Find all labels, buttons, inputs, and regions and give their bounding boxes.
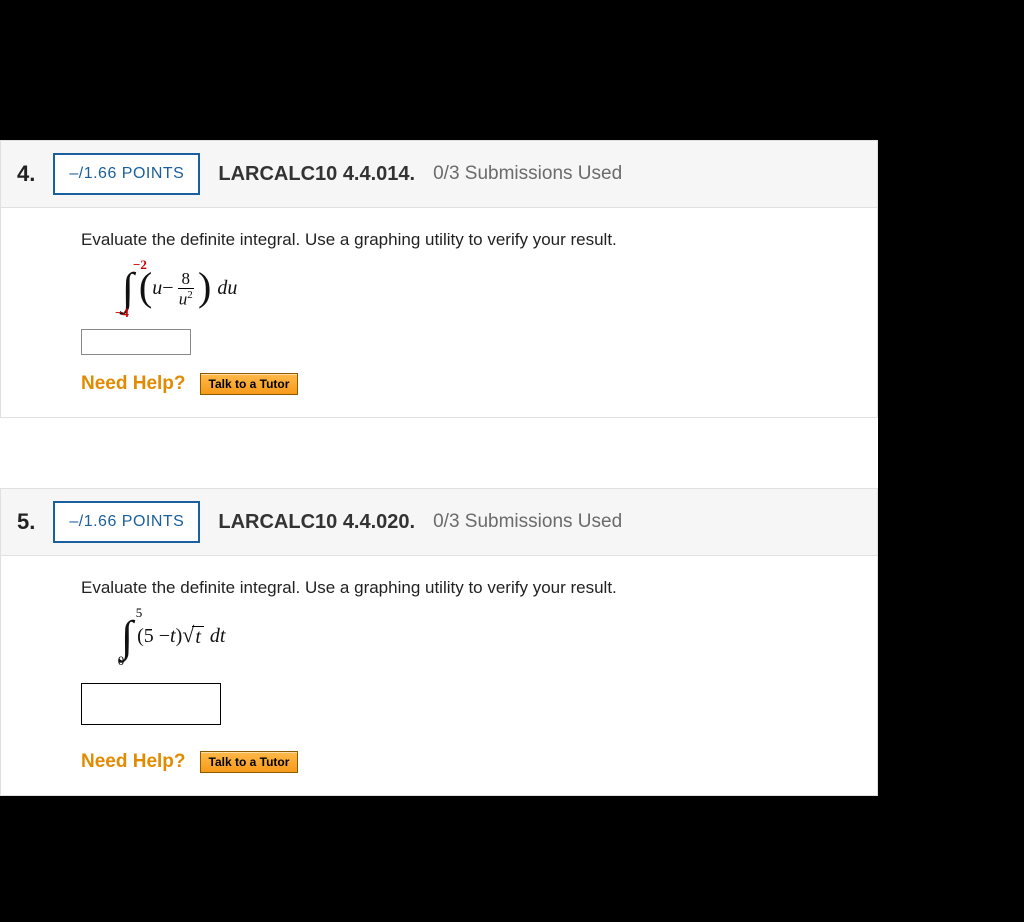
radicand: t bbox=[192, 626, 204, 647]
question-body: Evaluate the definite integral. Use a gr… bbox=[1, 208, 877, 417]
integral-glyph: ∫ bbox=[121, 619, 133, 654]
integral-glyph: ∫ bbox=[122, 271, 134, 306]
points-badge[interactable]: –/1.66 POINTS bbox=[53, 501, 200, 543]
answer-input[interactable] bbox=[81, 683, 221, 725]
right-paren: ) bbox=[198, 273, 211, 301]
numerator: 8 bbox=[178, 270, 195, 289]
denominator: u2 bbox=[179, 289, 193, 308]
integral-symbol: 5 ∫ 0 bbox=[121, 606, 133, 667]
question-id: LARCALC10 4.4.014. bbox=[218, 163, 415, 186]
lower-limit: −4 bbox=[115, 306, 129, 319]
need-help-label: Need Help? bbox=[81, 373, 186, 395]
prompt-text: Evaluate the definite integral. Use a gr… bbox=[81, 578, 817, 598]
help-row: Need Help? Talk to a Tutor bbox=[81, 751, 817, 773]
term-u: u bbox=[152, 277, 162, 300]
answer-input[interactable] bbox=[81, 329, 191, 355]
integral-expression: −2 ∫ −4 ( u − 8 u2 ) du bbox=[121, 258, 817, 319]
need-help-label: Need Help? bbox=[81, 751, 186, 773]
left-paren: ( bbox=[139, 273, 152, 301]
expr-post: ) bbox=[176, 625, 183, 648]
question-number: 5. bbox=[17, 509, 35, 535]
lower-limit: 0 bbox=[118, 654, 125, 667]
integral-symbol: −2 ∫ −4 bbox=[121, 258, 135, 319]
den-exp: 2 bbox=[187, 289, 193, 301]
question-5: 5. –/1.66 POINTS LARCALC10 4.4.020. 0/3 … bbox=[0, 488, 878, 796]
talk-to-tutor-button[interactable]: Talk to a Tutor bbox=[200, 751, 299, 773]
expr-pre: (5 − bbox=[137, 625, 170, 648]
minus: − bbox=[162, 277, 173, 300]
points-badge[interactable]: –/1.66 POINTS bbox=[53, 153, 200, 195]
differential: du bbox=[217, 277, 237, 300]
upper-limit: 5 bbox=[136, 606, 143, 619]
question-header: 4. –/1.66 POINTS LARCALC10 4.4.014. 0/3 … bbox=[1, 141, 877, 208]
prompt-text: Evaluate the definite integral. Use a gr… bbox=[81, 230, 817, 250]
differential: dt bbox=[210, 625, 226, 648]
submissions-used: 0/3 Submissions Used bbox=[433, 163, 622, 185]
sqrt: √ t bbox=[182, 626, 204, 647]
fraction: 8 u2 bbox=[178, 270, 195, 308]
question-4: 4. –/1.66 POINTS LARCALC10 4.4.014. 0/3 … bbox=[0, 140, 878, 418]
question-number: 4. bbox=[17, 161, 35, 187]
question-id: LARCALC10 4.4.020. bbox=[218, 511, 415, 534]
question-header: 5. –/1.66 POINTS LARCALC10 4.4.020. 0/3 … bbox=[1, 489, 877, 556]
page: 4. –/1.66 POINTS LARCALC10 4.4.014. 0/3 … bbox=[0, 140, 878, 796]
help-row: Need Help? Talk to a Tutor bbox=[81, 373, 817, 395]
talk-to-tutor-button[interactable]: Talk to a Tutor bbox=[200, 373, 299, 395]
integral-expression: 5 ∫ 0 (5 − t) √ t dt bbox=[121, 606, 817, 667]
question-body: Evaluate the definite integral. Use a gr… bbox=[1, 556, 877, 795]
den-base: u bbox=[179, 289, 188, 308]
submissions-used: 0/3 Submissions Used bbox=[433, 511, 622, 533]
